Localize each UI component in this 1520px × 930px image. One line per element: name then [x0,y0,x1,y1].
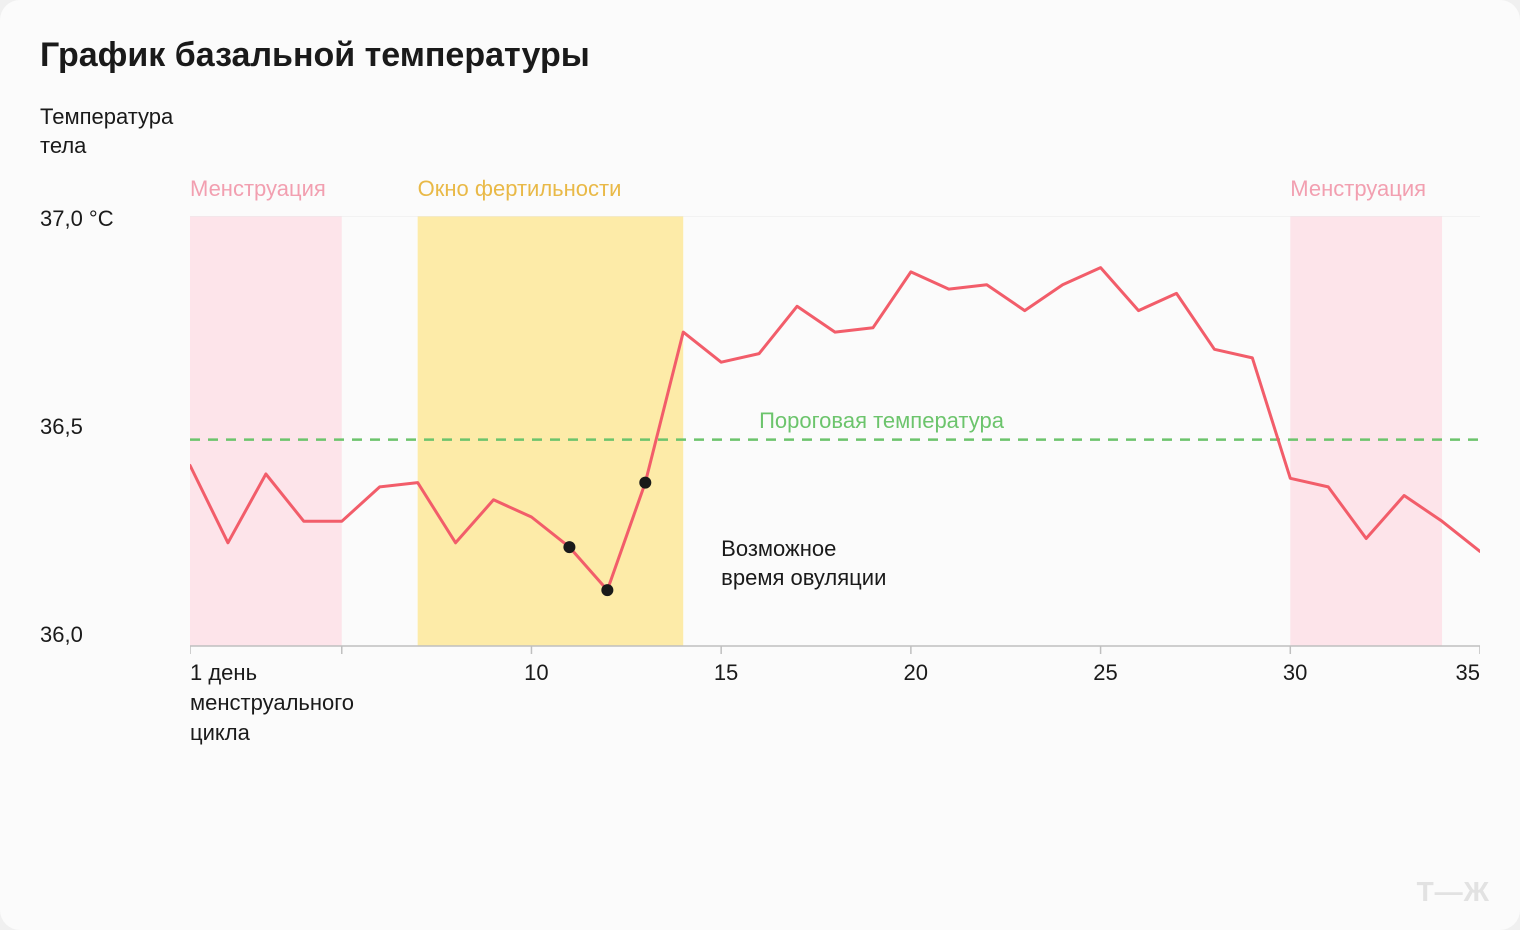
chart-card: График базальной температуры Температура… [0,0,1520,930]
publisher-logo: Т—Ж [1417,876,1490,908]
y-tick: 36,5 [40,416,83,438]
chart-area: 37,0 °C 36,5 36,0 МенструацияОкно фертильн… [40,182,1480,646]
x-axis: 1 деньменструальногоцикла 10 15 20 25 30 35 [190,660,1480,780]
band-labels: Менструация Окно фертильности Менструация [190,176,1480,206]
threshold-label: Пороговая температура [759,408,1004,434]
plot-wrap: МенструацияОкно фертильностиМенструация … [190,182,1480,646]
x-tick: 30 [1283,660,1307,686]
y-tick: 36,0 [40,624,83,646]
band-label: Менструация [1290,176,1426,202]
x-tick: 15 [714,660,738,686]
x-tick: 25 [1093,660,1117,686]
ovulation-label: Возможноевремя овуляции [721,535,886,592]
x-tick: 10 [524,660,548,686]
chart-title: График базальной температуры [40,36,1480,75]
y-axis: 37,0 °C 36,5 36,0 [40,182,190,646]
band-label: Окно фертильности [418,176,622,202]
x-tick: 1 деньменструальногоцикла [190,660,354,747]
band-label: Менструация [190,176,326,202]
x-tick: 20 [904,660,928,686]
y-axis-label: Температуратела [40,103,1480,160]
x-tick: 35 [1456,660,1480,686]
y-tick: 37,0 °C [40,208,114,230]
